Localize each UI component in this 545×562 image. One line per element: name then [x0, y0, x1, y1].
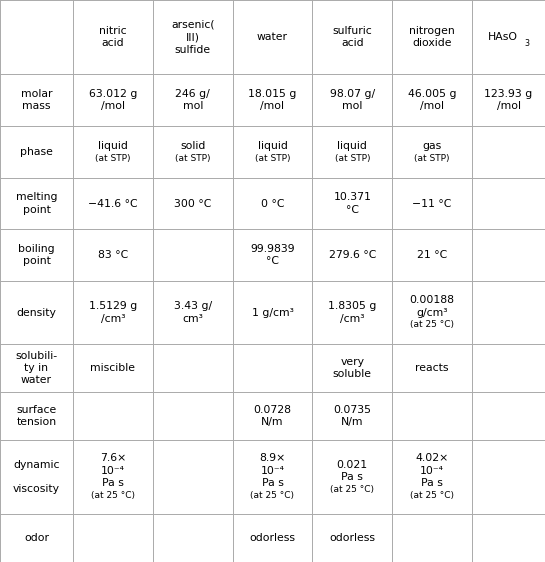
Text: (at STP): (at STP) — [255, 153, 290, 162]
Text: /mol: /mol — [420, 101, 444, 111]
Text: (at 25 °C): (at 25 °C) — [91, 491, 135, 500]
Text: solubili-: solubili- — [15, 351, 58, 361]
Text: dioxide: dioxide — [413, 38, 452, 48]
Text: HAsO: HAsO — [488, 32, 518, 42]
Text: 1.5129 g: 1.5129 g — [89, 301, 137, 311]
Text: mol: mol — [342, 101, 362, 111]
Text: 46.005 g: 46.005 g — [408, 89, 456, 99]
Text: acid: acid — [101, 38, 124, 48]
Text: nitrogen: nitrogen — [409, 26, 455, 36]
Text: water: water — [257, 32, 288, 42]
Text: nitric: nitric — [99, 26, 126, 36]
Text: 21 °C: 21 °C — [417, 250, 447, 260]
Text: (at STP): (at STP) — [414, 153, 450, 162]
Text: mass: mass — [22, 101, 51, 111]
Text: /mol: /mol — [496, 101, 520, 111]
Text: boiling: boiling — [18, 244, 55, 254]
Text: melting: melting — [16, 192, 57, 202]
Text: Pa s: Pa s — [102, 478, 124, 488]
Text: point: point — [22, 205, 51, 215]
Text: odor: odor — [24, 533, 49, 543]
Text: tension: tension — [16, 417, 57, 427]
Text: /cm³: /cm³ — [101, 314, 125, 324]
Text: gas: gas — [422, 140, 442, 151]
Text: molar: molar — [21, 89, 52, 99]
Text: 279.6 °C: 279.6 °C — [329, 250, 376, 260]
Text: ty in: ty in — [25, 363, 49, 373]
Text: /cm³: /cm³ — [340, 314, 365, 324]
Text: 1 g/cm³: 1 g/cm³ — [252, 307, 293, 318]
Text: dynamic: dynamic — [13, 460, 60, 470]
Text: 0.0735: 0.0735 — [334, 405, 371, 415]
Text: 300 °C: 300 °C — [174, 198, 211, 209]
Text: 10.371: 10.371 — [334, 192, 371, 202]
Text: 63.012 g: 63.012 g — [89, 89, 137, 99]
Text: 246 g/: 246 g/ — [175, 89, 210, 99]
Text: Pa s: Pa s — [341, 472, 363, 482]
Text: (at 25 °C): (at 25 °C) — [410, 491, 454, 500]
Text: N/m: N/m — [341, 417, 364, 427]
Text: point: point — [22, 256, 51, 266]
Text: (at 25 °C): (at 25 °C) — [251, 491, 294, 500]
Text: odorless: odorless — [329, 533, 376, 543]
Text: Pa s: Pa s — [262, 478, 283, 488]
Text: cm³: cm³ — [182, 314, 203, 324]
Text: 83 °C: 83 °C — [98, 250, 128, 260]
Text: 18.015 g: 18.015 g — [249, 89, 296, 99]
Text: 1.8305 g: 1.8305 g — [328, 301, 377, 311]
Text: sulfuric: sulfuric — [332, 26, 372, 36]
Text: 3: 3 — [524, 39, 530, 48]
Text: g/cm³: g/cm³ — [416, 307, 448, 318]
Text: /mol: /mol — [101, 101, 125, 111]
Text: Pa s: Pa s — [421, 478, 443, 488]
Text: phase: phase — [20, 147, 53, 157]
Text: 0.0728: 0.0728 — [253, 405, 292, 415]
Text: III): III) — [186, 32, 199, 42]
Text: °C: °C — [346, 205, 359, 215]
Text: (at STP): (at STP) — [335, 153, 370, 162]
Text: reacts: reacts — [415, 363, 449, 373]
Text: 7.6×: 7.6× — [100, 454, 126, 464]
Text: 123.93 g: 123.93 g — [485, 89, 532, 99]
Text: solid: solid — [180, 140, 205, 151]
Text: (at STP): (at STP) — [175, 153, 210, 162]
Text: 4.02×: 4.02× — [415, 454, 449, 464]
Text: °C: °C — [266, 256, 279, 266]
Text: (at 25 °C): (at 25 °C) — [330, 485, 374, 494]
Text: viscosity: viscosity — [13, 484, 60, 495]
Text: −41.6 °C: −41.6 °C — [88, 198, 138, 209]
Text: water: water — [21, 375, 52, 386]
Text: acid: acid — [341, 38, 364, 48]
Text: miscible: miscible — [90, 363, 135, 373]
Text: 3.43 g/: 3.43 g/ — [174, 301, 212, 311]
Text: liquid: liquid — [98, 140, 128, 151]
Text: 0 °C: 0 °C — [261, 198, 284, 209]
Text: 0.00188: 0.00188 — [410, 295, 455, 305]
Text: 98.07 g/: 98.07 g/ — [330, 89, 375, 99]
Text: liquid: liquid — [337, 140, 367, 151]
Text: 10⁻⁴: 10⁻⁴ — [420, 466, 444, 476]
Text: /mol: /mol — [261, 101, 284, 111]
Text: 99.9839: 99.9839 — [250, 244, 295, 254]
Text: mol: mol — [183, 101, 203, 111]
Text: sulfide: sulfide — [174, 44, 211, 55]
Text: (at STP): (at STP) — [95, 153, 131, 162]
Text: 0.021: 0.021 — [337, 460, 368, 470]
Text: −11 °C: −11 °C — [413, 198, 452, 209]
Text: (at 25 °C): (at 25 °C) — [410, 320, 454, 329]
Text: 10⁻⁴: 10⁻⁴ — [261, 466, 284, 476]
Text: N/m: N/m — [261, 417, 284, 427]
Text: soluble: soluble — [333, 369, 372, 379]
Text: very: very — [340, 357, 364, 367]
Text: arsenic(: arsenic( — [171, 20, 214, 30]
Text: 10⁻⁴: 10⁻⁴ — [101, 466, 125, 476]
Text: 8.9×: 8.9× — [259, 454, 286, 464]
Text: liquid: liquid — [258, 140, 287, 151]
Text: odorless: odorless — [250, 533, 295, 543]
Text: surface: surface — [16, 405, 57, 415]
Text: density: density — [16, 307, 57, 318]
